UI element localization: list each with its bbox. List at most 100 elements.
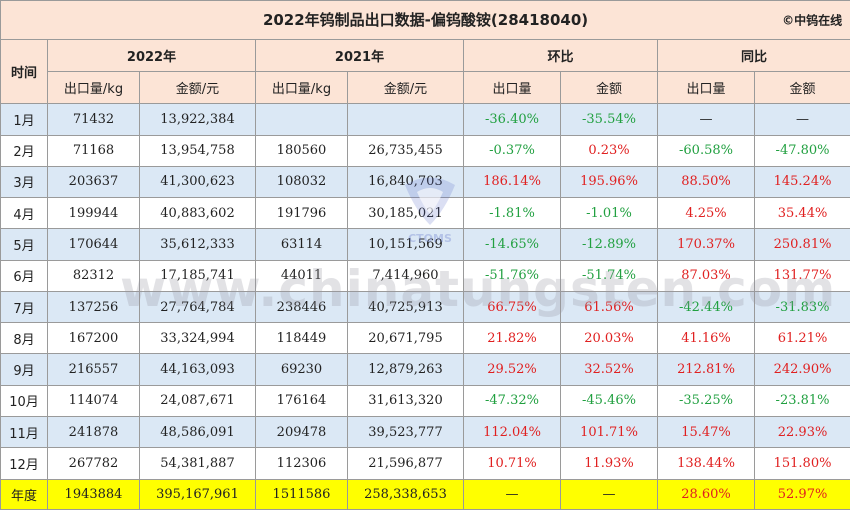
cell-yoy-qty: -42.44% [657, 290, 755, 324]
header-amount-2022: 金额/元 [139, 70, 256, 105]
cell-mom-qty: — [463, 478, 561, 510]
header-year-2022: 2022年 [47, 38, 256, 72]
header-year-2021: 2021年 [255, 38, 464, 72]
cell-yoy-amount: — [753, 103, 850, 136]
cell-yoy-qty: 15.47% [657, 416, 755, 449]
cell-qty-2021: 63114 [255, 228, 348, 261]
cell-qty-2021: 176164 [255, 384, 348, 418]
cell-qty-2022: 114074 [47, 384, 140, 418]
cell-yoy-qty: 4.25% [657, 197, 755, 230]
table-row: 9月 216557 44,163,093 69230 12,879,263 29.52% 3… [0, 353, 850, 386]
cell-qty-2022: 199944 [47, 197, 140, 230]
cell-mom-amount: -35.54% [560, 103, 658, 136]
cell-amount-2021: 40,725,913 [347, 290, 464, 324]
cell-amount-2022: 13,922,384 [139, 103, 256, 136]
cell-mom-qty: 186.14% [463, 165, 561, 199]
month-cell: 9月 [0, 353, 48, 386]
cell-yoy-amount: 22.93% [753, 416, 850, 449]
cell-mom-amount: -1.01% [560, 197, 658, 230]
cell-amount-2021: 31,613,320 [347, 384, 464, 418]
table-row: 10月 114074 24,087,671 176164 31,613,320 -47.3… [0, 384, 850, 418]
cell-yoy-amount: -23.81% [753, 384, 850, 418]
cell-yoy-amount: 61.21% [753, 322, 850, 355]
cell-amount-2022: 54,381,887 [139, 447, 256, 480]
cell-amount-2021: 7,414,960 [347, 259, 464, 292]
header-yoy: 同比 [656, 38, 850, 72]
cell-amount-2021: 39,523,777 [347, 416, 464, 449]
table-row: 3月 203637 41,300,623 108032 16,840,703 186.14… [0, 165, 850, 199]
cell-yoy-qty: 88.50% [657, 165, 755, 199]
cell-qty-2022: 216557 [47, 353, 140, 386]
cell-qty-2021: 108032 [255, 165, 348, 199]
cell-mom-qty: -51.76% [463, 259, 561, 292]
month-cell: 年度 [0, 478, 48, 510]
cell-yoy-amount: 35.44% [753, 197, 850, 230]
cell-amount-2021: 10,151,569 [347, 228, 464, 261]
cell-mom-qty: -47.32% [463, 384, 561, 418]
month-cell: 11月 [0, 416, 48, 449]
cell-amount-2022: 35,612,333 [139, 228, 256, 261]
cell-mom-amount: — [560, 478, 658, 510]
month-cell: 10月 [0, 384, 48, 418]
cell-yoy-amount: 52.97% [753, 478, 850, 510]
cell-amount-2022: 395,167,961 [139, 478, 256, 510]
month-cell: 4月 [0, 197, 48, 230]
title-cell: 2022年钨制品出口数据-偏钨酸铵(28418040) ©中钨在线 [0, 0, 850, 40]
cell-qty-2021: 118449 [255, 322, 348, 355]
page-title: 2022年钨制品出口数据-偏钨酸铵(28418040) [262, 11, 589, 30]
cell-qty-2022: 267782 [47, 447, 140, 480]
month-cell: 1月 [0, 103, 48, 136]
month-cell: 6月 [0, 259, 48, 292]
cell-mom-amount: 61.56% [560, 290, 658, 324]
cell-mom-qty: -36.40% [463, 103, 561, 136]
cell-yoy-qty: — [657, 103, 755, 136]
cell-amount-2021 [347, 103, 464, 136]
header-mom-amount: 金额 [560, 70, 658, 105]
cell-mom-amount: 11.93% [560, 447, 658, 480]
cell-qty-2021 [255, 103, 348, 136]
copyright-label: ©中钨在线 [782, 13, 843, 28]
cell-yoy-qty: 170.37% [657, 228, 755, 261]
cell-mom-amount: -12.89% [560, 228, 658, 261]
cell-amount-2021: 20,671,795 [347, 322, 464, 355]
cell-amount-2022: 48,586,091 [139, 416, 256, 449]
cell-amount-2022: 33,324,994 [139, 322, 256, 355]
header-time: 时间 [0, 38, 48, 105]
table-row: 6月 82312 17,185,741 44011 7,414,960 -51.76% -5… [0, 259, 850, 292]
cell-qty-2022: 241878 [47, 416, 140, 449]
table-row: 5月 170644 35,612,333 63114 10,151,569 -14.65%… [0, 228, 850, 261]
cell-qty-2022: 170644 [47, 228, 140, 261]
cell-yoy-amount: 145.24% [753, 165, 850, 199]
cell-qty-2022: 82312 [47, 259, 140, 292]
cell-qty-2021: 1511586 [255, 478, 348, 510]
cell-yoy-qty: 41.16% [657, 322, 755, 355]
cell-mom-amount: 0.23% [560, 134, 658, 167]
cell-mom-qty: 10.71% [463, 447, 561, 480]
cell-qty-2022: 167200 [47, 322, 140, 355]
cell-mom-qty: -0.37% [463, 134, 561, 167]
header-yoy-qty: 出口量 [657, 70, 755, 105]
cell-qty-2021: 191796 [255, 197, 348, 230]
header-yoy-amount: 金额 [753, 70, 850, 105]
cell-mom-qty: 29.52% [463, 353, 561, 386]
cell-qty-2021: 238446 [255, 290, 348, 324]
month-cell: 7月 [0, 290, 48, 324]
cell-mom-qty: 66.75% [463, 290, 561, 324]
cell-yoy-amount: 250.81% [753, 228, 850, 261]
cell-amount-2021: 30,185,021 [347, 197, 464, 230]
cell-qty-2021: 44011 [255, 259, 348, 292]
table-row: 11月 241878 48,586,091 209478 39,523,777 112.0… [0, 416, 850, 449]
table-row: 8月 167200 33,324,994 118449 20,671,795 21.82%… [0, 322, 850, 355]
cell-amount-2021: 16,840,703 [347, 165, 464, 199]
cell-yoy-amount: 242.90% [753, 353, 850, 386]
header-amount-2021: 金额/元 [347, 70, 464, 105]
cell-mom-qty: -1.81% [463, 197, 561, 230]
cell-qty-2022: 1943884 [47, 478, 140, 510]
cell-yoy-amount: -47.80% [753, 134, 850, 167]
cell-yoy-qty: 87.03% [657, 259, 755, 292]
table-row: 2月 71168 13,954,758 180560 26,735,455 -0.37% 0… [0, 134, 850, 167]
cell-yoy-qty: -35.25% [657, 384, 755, 418]
cell-qty-2022: 203637 [47, 165, 140, 199]
